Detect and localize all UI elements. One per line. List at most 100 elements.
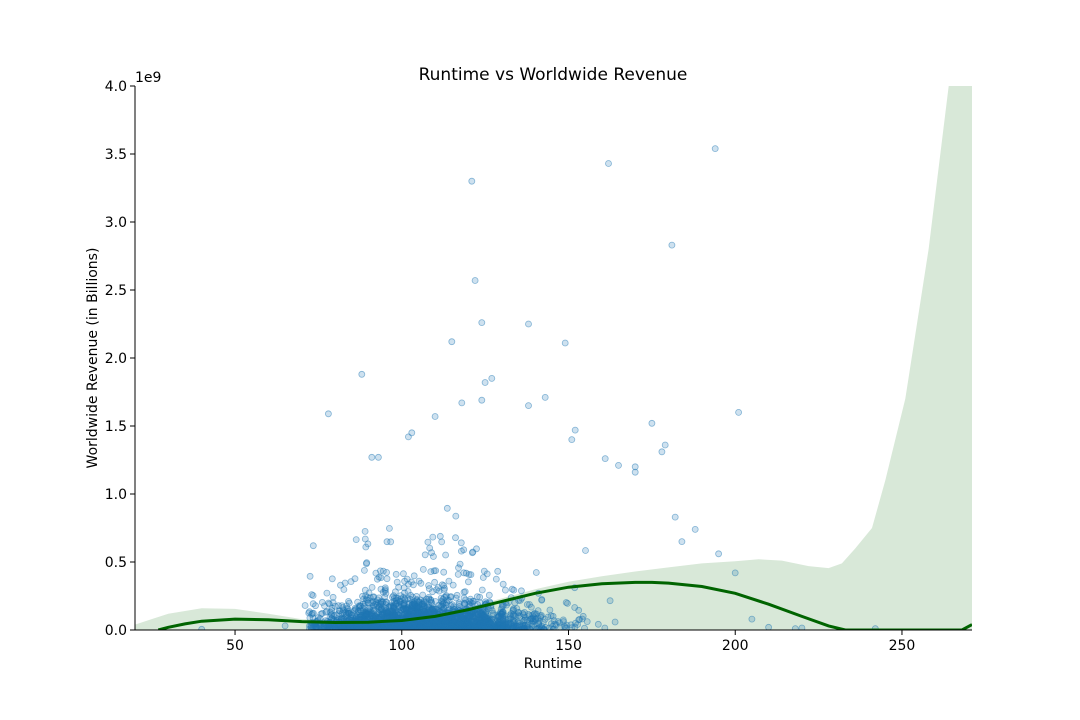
scatter-point: [582, 547, 589, 554]
scatter-point: [458, 399, 466, 407]
scatter-points-layer: [198, 145, 879, 630]
scatter-point: [321, 602, 328, 610]
x-tick-label: 150: [555, 638, 582, 654]
scatter-point: [385, 525, 393, 532]
scatter-point: [538, 596, 546, 603]
scatter-point: [312, 602, 319, 610]
scatter-point: [561, 339, 569, 347]
scatter-point: [362, 560, 370, 568]
scatter-point: [396, 610, 404, 617]
scatter-point: [352, 536, 360, 543]
scatter-point: [417, 579, 425, 587]
scatter-point: [454, 571, 462, 578]
scatter-point: [631, 468, 639, 476]
scatter-point: [364, 540, 372, 548]
y-axis-label: Worldwide Revenue (in Billions): [85, 248, 101, 469]
scatter-point: [532, 569, 540, 576]
scatter-point: [441, 585, 448, 592]
scatter-point: [368, 453, 376, 461]
scatter-point: [678, 538, 686, 545]
x-tick-label: 200: [722, 638, 749, 654]
scatter-point: [473, 545, 480, 553]
scatter-point: [404, 588, 412, 595]
scatter-point: [748, 615, 756, 623]
scatter-point: [390, 602, 397, 609]
scatter-point: [368, 584, 376, 591]
x-tick-label: 50: [226, 638, 244, 654]
scatter-point: [567, 621, 575, 629]
scatter-point: [499, 580, 507, 588]
scatter-point: [479, 574, 487, 581]
scatter-point: [448, 601, 456, 609]
scatter-point: [309, 542, 317, 550]
scatter-point: [370, 602, 377, 610]
scatter-point: [324, 625, 331, 630]
scatter-point: [341, 579, 349, 587]
scatter-point: [301, 602, 309, 609]
y-tick-label: 0.5: [105, 555, 127, 571]
scatter-point: [339, 608, 347, 616]
scatter-point: [658, 448, 666, 456]
scatter-point: [408, 601, 416, 609]
scatter-point: [506, 611, 514, 619]
scatter-point: [326, 613, 334, 621]
scatter-point: [324, 410, 332, 418]
scatter-point: [348, 623, 355, 630]
scatter-point: [731, 569, 739, 577]
scatter-point: [648, 419, 656, 427]
scatter-point: [369, 593, 377, 601]
scatter-point: [361, 528, 369, 535]
y-tick-label: 2.5: [105, 283, 127, 299]
scatter-point: [711, 145, 719, 153]
scatter-point: [691, 526, 699, 533]
scatter-point: [395, 583, 403, 591]
scatter-point: [438, 538, 446, 546]
scatter-point: [513, 605, 521, 612]
scatter-point: [508, 585, 516, 593]
scatter-point: [715, 550, 722, 558]
scatter-point: [552, 621, 560, 629]
scatter-point: [494, 567, 502, 575]
scatter-point: [377, 574, 385, 582]
scatter-point: [480, 567, 488, 575]
scatter-point: [735, 408, 742, 416]
scatter-point: [358, 370, 366, 378]
scatter-point: [399, 570, 407, 578]
scatter-point: [615, 461, 622, 469]
x-tick-label: 100: [388, 638, 415, 654]
scatter-point: [457, 539, 465, 547]
scatter-point: [404, 433, 412, 441]
scatter-point: [606, 597, 614, 605]
scatter-point: [382, 599, 390, 606]
scatter-point: [560, 618, 567, 625]
scatter-point: [467, 571, 475, 578]
scatter-point: [409, 581, 417, 589]
scatter-point: [383, 575, 391, 583]
scatter-point: [360, 567, 368, 574]
scatter-point: [425, 582, 433, 589]
scatter-point: [401, 595, 409, 603]
scatter-point: [381, 584, 389, 592]
scatter-point: [442, 551, 450, 559]
scatter-point: [515, 612, 522, 619]
scatter-point: [415, 609, 423, 617]
scatter-point: [452, 613, 460, 621]
scatter-point: [478, 586, 486, 594]
scatter-point: [457, 625, 464, 630]
scatter-point: [485, 591, 493, 599]
chart-title: Runtime vs Worldwide Revenue: [419, 65, 688, 85]
scatter-point: [471, 277, 479, 284]
scatter-point: [498, 603, 506, 611]
scatter-point: [492, 575, 500, 583]
scatter-point: [392, 570, 400, 578]
y-tick-label: 1.0: [105, 487, 127, 503]
scatter-point: [466, 612, 474, 619]
scatter-point: [571, 426, 579, 434]
scatter-point: [374, 453, 382, 461]
scatter-point: [443, 504, 451, 512]
scatter-point: [419, 566, 427, 573]
scatter-point: [456, 560, 464, 568]
scatter-point: [455, 603, 463, 610]
scatter-point: [323, 589, 331, 597]
